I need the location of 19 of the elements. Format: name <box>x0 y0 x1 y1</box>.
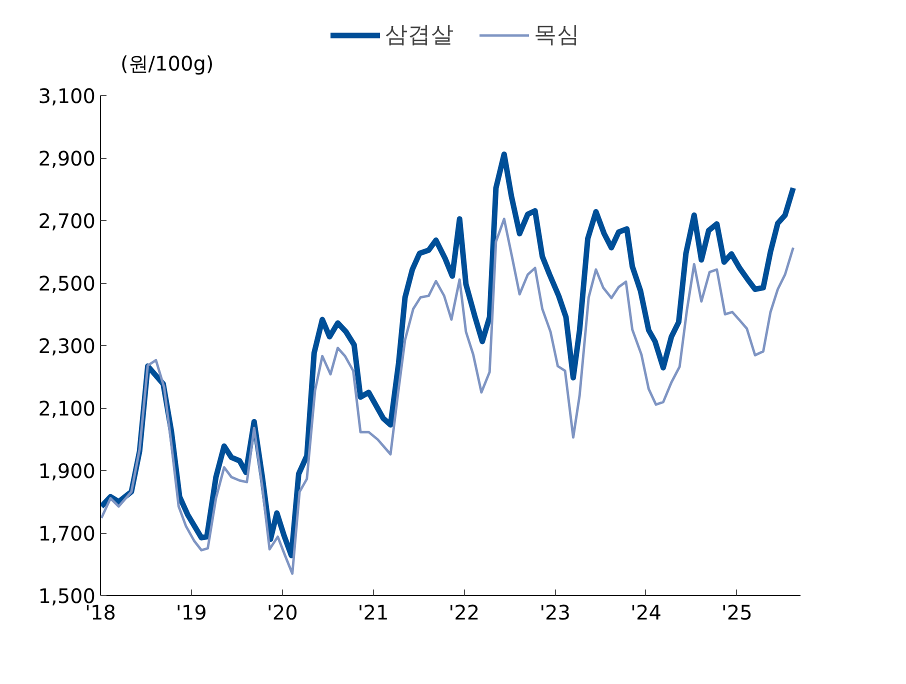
y-tick-label: 2,100 <box>38 396 96 420</box>
x-tick-label: '25 <box>721 600 752 624</box>
legend-label: 삼겹살 <box>385 21 454 50</box>
x-tick-label: '19 <box>176 600 207 624</box>
y-tick-label: 2,300 <box>38 334 96 358</box>
y-axis-title: (원/100g) <box>120 52 214 76</box>
x-tick-label: '21 <box>358 600 389 624</box>
y-tick-label: 1,900 <box>38 459 96 483</box>
x-tick-label: '23 <box>540 600 571 624</box>
x-tick-label: '20 <box>266 600 298 624</box>
y-tick-label: 3,100 <box>38 84 96 108</box>
legend-label: 목심 <box>534 21 580 50</box>
x-tick-label: '24 <box>630 600 662 624</box>
y-tick-label: 2,500 <box>38 272 96 296</box>
line-series <box>100 218 794 575</box>
y-tick-label: 1,700 <box>38 522 96 546</box>
y-tick-label: 2,900 <box>38 146 96 170</box>
y-tick-label: 2,700 <box>38 209 96 233</box>
x-tick-label: '22 <box>448 600 480 624</box>
